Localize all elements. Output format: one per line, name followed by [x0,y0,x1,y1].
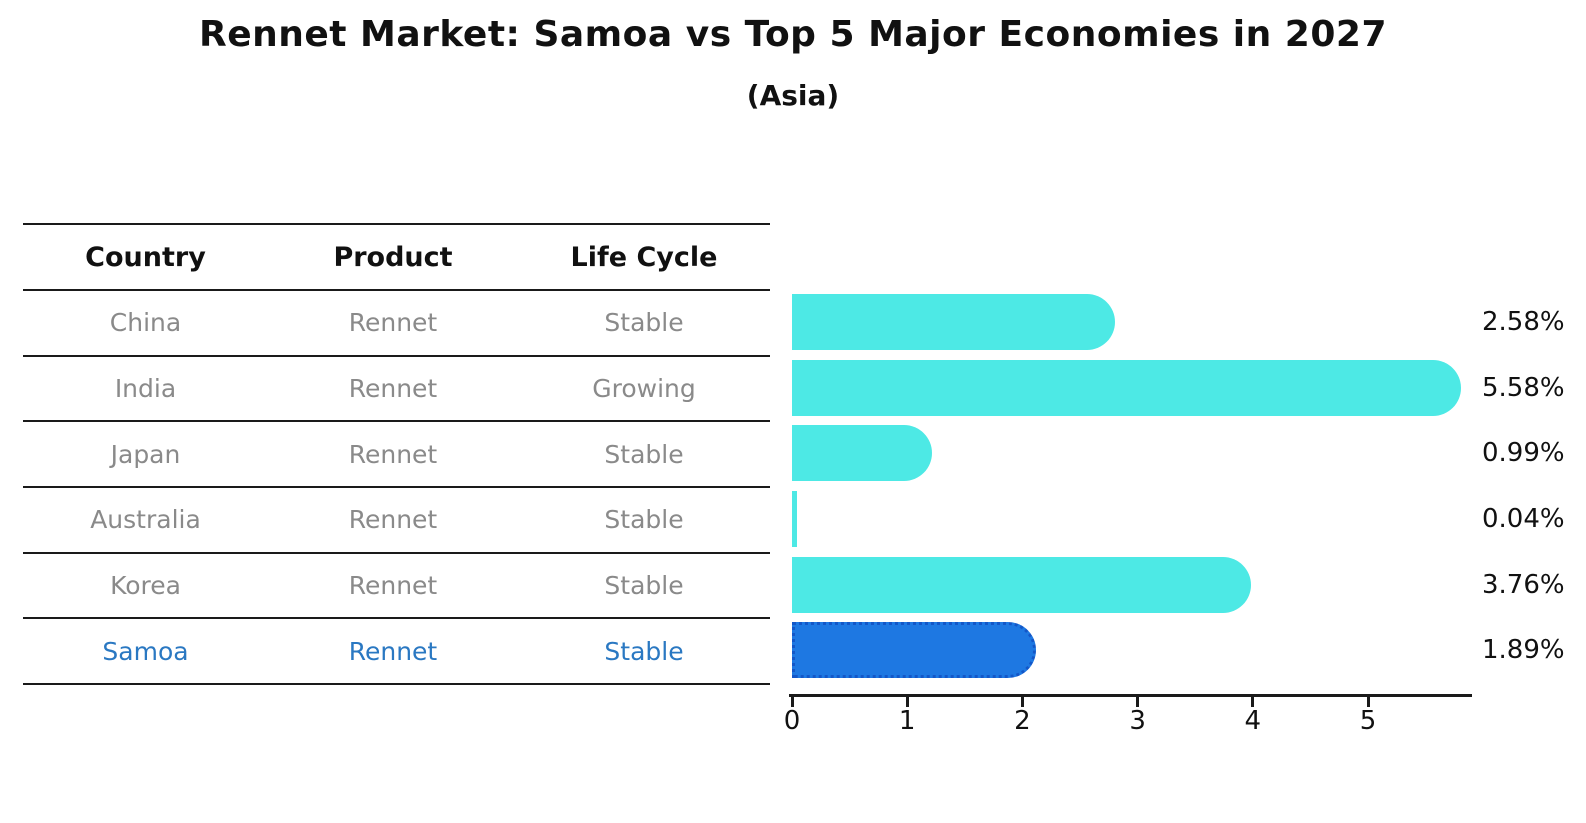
x-tick-label-5: 5 [1359,706,1377,736]
x-tick-label-0: 0 [783,706,801,736]
table-row: Japan Rennet Stable [23,422,770,488]
cell-country: China [109,308,182,338]
value-label-samoa: 1.89% [1482,635,1565,666]
column-header-country: Country [85,241,206,273]
value-label-australia: 0.04% [1482,504,1565,535]
cell-country: Samoa [102,636,189,666]
cell-product: Rennet [348,505,438,535]
bar-india [792,359,1461,416]
x-tick-label-1: 1 [898,706,916,736]
cell-life-cycle: Stable [604,570,684,600]
cell-country: Japan [110,439,181,469]
table-row-highlight-samoa: Samoa Rennet Stable [23,619,770,685]
bar-korea [792,556,1252,613]
value-label-india: 5.58% [1482,372,1565,403]
table-row: China Rennet Stable [23,291,770,357]
cell-country: India [114,373,177,403]
table-header-row: Country Product Life Cycle [23,225,770,291]
cell-product: Rennet [348,439,438,469]
table-row: Korea Rennet Stable [23,554,770,620]
cell-life-cycle: Stable [604,636,684,666]
cell-country: Australia [90,505,201,535]
cell-country: Korea [110,570,181,600]
chart-subtitle: (Asia) [746,79,840,112]
x-tick-5 [1366,697,1370,707]
x-tick-2 [1020,697,1024,707]
x-tick-1 [905,697,909,707]
table-row: India Rennet Growing [23,357,770,423]
value-label-china: 2.58% [1482,307,1565,338]
value-label-korea: 3.76% [1482,569,1565,600]
cell-product: Rennet [348,636,438,666]
cell-life-cycle: Stable [604,439,684,469]
bar-australia [792,491,797,548]
x-tick-label-2: 2 [1014,706,1031,736]
x-tick-3 [1136,697,1140,707]
bar-china [792,294,1116,351]
value-label-japan: 0.99% [1482,438,1565,469]
column-header-product: Product [333,241,453,273]
table-row: Australia Rennet Stable [23,488,770,554]
x-axis-line [789,694,1472,697]
x-tick-label-4: 4 [1244,706,1262,736]
cell-product: Rennet [348,373,438,403]
cell-product: Rennet [348,570,438,600]
chart-title: Rennet Market: Samoa vs Top 5 Major Econ… [199,14,1387,55]
bar-samoa [792,622,1036,679]
country-table: Country Product Life Cycle China Rennet … [23,223,770,685]
x-tick-0 [790,697,794,707]
column-header-life-cycle: Life Cycle [570,241,718,273]
bar-japan [792,425,933,482]
cell-life-cycle: Growing [592,373,696,403]
cell-life-cycle: Stable [604,308,684,338]
x-tick-4 [1251,697,1255,707]
x-tick-label-3: 3 [1129,706,1146,736]
cell-product: Rennet [348,308,438,338]
cell-life-cycle: Stable [604,505,684,535]
